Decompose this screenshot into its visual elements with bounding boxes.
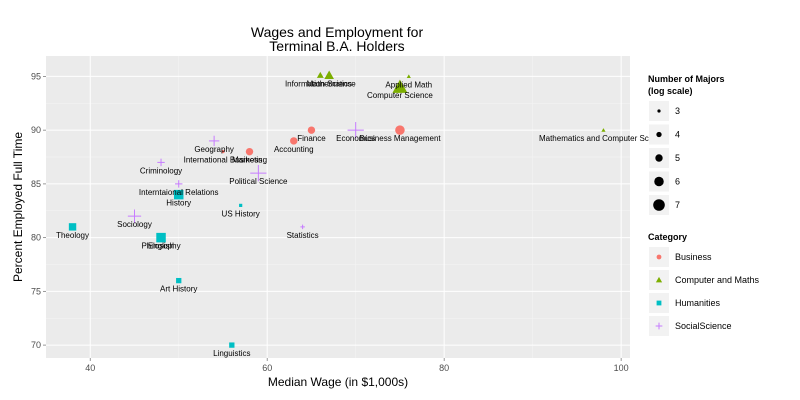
y-axis-title: Percent Employed Full Time [11, 132, 25, 282]
y-tick-label: 70 [31, 340, 41, 350]
point-criminology [157, 158, 165, 167]
size-legend-dot [653, 199, 665, 211]
point-label-theology: Theology [56, 231, 89, 240]
y-tick-label: 85 [31, 179, 41, 189]
y-tick-label: 80 [31, 233, 41, 243]
size-legend: Number of Majors (log scale) 3 4 5 6 7 [648, 74, 725, 215]
point-label-mathematics-and-computer-science: Mathematics and Computer Science [539, 134, 669, 143]
point-label-geography: Geography [194, 145, 234, 154]
color-legend-business-icon [656, 254, 662, 260]
color-legend-label: Computer and Maths [675, 275, 760, 285]
point-theology [68, 223, 77, 231]
size-legend-dot [656, 131, 662, 138]
point-label-mathematics: Mathematics [306, 79, 351, 88]
size-legend-label: 5 [675, 153, 680, 163]
point-finance [307, 126, 316, 134]
size-legend-items: 3 4 5 6 7 [649, 101, 680, 215]
size-legend-dot [654, 176, 664, 187]
size-legend-label: 7 [675, 200, 680, 210]
size-legend-dot [657, 109, 661, 113]
size-legend-title-2: (log scale) [648, 86, 693, 96]
point-economics [347, 122, 364, 139]
point-linguistics [229, 342, 235, 348]
point-interntaional-relations [175, 180, 183, 188]
point-applied-math [406, 74, 411, 78]
point-accounting [290, 137, 298, 145]
chart-title-line-2: Terminal B.A. Holders [269, 38, 404, 54]
x-tick-label: 60 [262, 363, 272, 373]
point-label-statistics: Statistics [287, 231, 319, 240]
color-legend-humanities-icon [656, 300, 662, 306]
point-political-science [250, 165, 267, 182]
point-information-science [316, 71, 324, 78]
size-legend-label: 4 [675, 130, 680, 140]
point-label-economics: Economics [336, 134, 375, 143]
x-axis-ticks: 40 60 80 100 [85, 358, 629, 373]
point-computer-science [392, 79, 408, 93]
size-legend-label: 6 [675, 177, 680, 187]
point-label-us-history: US History [222, 209, 260, 218]
point-label-finance: Finance [297, 134, 326, 143]
color-legend-items: Business Computer and Maths Humanities Soci… [649, 247, 760, 336]
point-english [156, 232, 166, 243]
color-legend: Category Business Computer and Maths Human… [648, 232, 760, 336]
point-label-history: History [166, 199, 191, 208]
point-label-linguistics: Linguistics [213, 349, 250, 358]
y-tick-label: 95 [31, 71, 41, 81]
x-tick-label: 40 [85, 363, 95, 373]
color-legend-label: SocialScience [675, 321, 732, 331]
color-legend-label: Business [675, 252, 712, 262]
grid [46, 56, 630, 358]
point-sociology [127, 209, 142, 223]
point-mathematics-and-computer-science [601, 128, 606, 132]
y-axis-ticks: 70 75 80 85 90 95 [31, 71, 46, 350]
point-business-management [395, 125, 405, 135]
point-label-sociology: Sociology [117, 220, 152, 229]
point-geography [208, 135, 220, 147]
point-mathematics [324, 70, 334, 79]
point-label-political-science: Political Science [229, 177, 288, 186]
size-legend-label: 3 [675, 106, 680, 116]
point-us-history [239, 203, 243, 207]
data-points [68, 70, 606, 348]
x-axis-title: Median Wage (in $1,000s) [268, 375, 408, 389]
point-label-information-science: Information Science [285, 79, 356, 88]
point-history [173, 189, 184, 200]
point-international-business [221, 150, 225, 154]
point-art-history [176, 277, 182, 284]
color-legend-computer-and-maths-icon [655, 276, 663, 283]
chart-title-line-1: Wages and Employment for [251, 24, 424, 40]
plot-panel [46, 56, 630, 358]
x-tick-label: 80 [439, 363, 449, 373]
point-label-marketing: Marketing [232, 156, 267, 165]
color-legend-label: Humanities [675, 298, 721, 308]
size-legend-dot [655, 154, 663, 162]
point-label-interntaional-relations: Interntaional Relations [139, 188, 219, 197]
point-label-english: English [148, 242, 174, 251]
point-label-computer-science: Computer Science [367, 91, 433, 100]
size-legend-title-1: Number of Majors [648, 74, 725, 84]
color-legend-title: Category [648, 232, 687, 242]
y-tick-label: 75 [31, 286, 41, 296]
point-marketing [245, 147, 254, 156]
color-legend-socialscience-icon [655, 322, 663, 330]
y-tick-label: 90 [31, 125, 41, 135]
point-label-accounting: Accounting [274, 145, 314, 154]
x-tick-label: 100 [614, 363, 629, 373]
point-label-international-business: International Business [184, 156, 263, 165]
point-label-criminology: Criminology [140, 166, 182, 175]
point-label-philosophy: Philosophy [141, 242, 180, 251]
point-label-art-history: Art History [160, 285, 197, 294]
point-statistics [300, 224, 305, 230]
point-label-business-management: Business Management [359, 134, 441, 143]
point-label-applied-math: Applied Math [385, 80, 432, 89]
